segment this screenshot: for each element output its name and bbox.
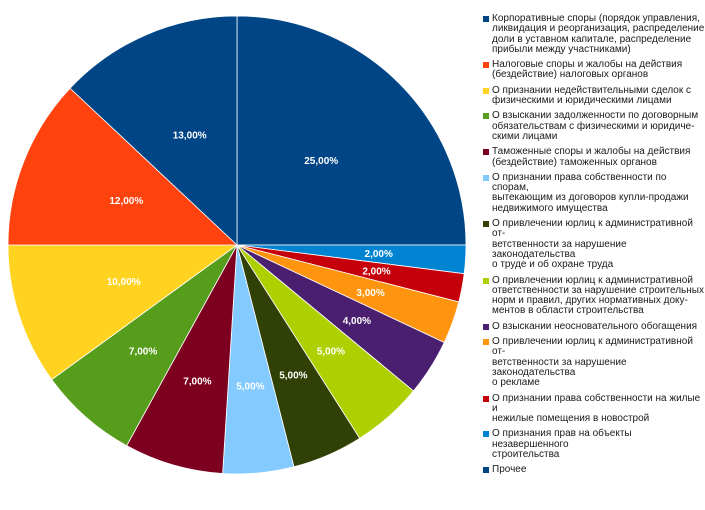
legend-label: Таможенные споры и жалобы на действия (б… — [492, 146, 691, 168]
pie-slice — [7, 87, 239, 246]
legend-label: О привлечении юрлиц к административной о… — [492, 336, 693, 389]
pie-slice — [236, 15, 467, 246]
legend-item: О признании права собственности по спора… — [483, 171, 705, 214]
legend-item: Корпоративные споры (порядок управления,… — [483, 13, 705, 55]
legend-swatch — [483, 87, 489, 94]
legend-swatch — [483, 113, 489, 120]
slice-data-label: 7,00% — [129, 347, 157, 358]
slice-data-label: 10,00% — [107, 277, 141, 288]
legend-item: О взыскании неосновательного обогащения — [483, 320, 705, 332]
legend-item: Налоговые споры и жалобы на действия (бе… — [483, 60, 705, 81]
slice-data-label: 12,00% — [109, 196, 143, 207]
legend-label: О взыскании неосновательного обогащения — [492, 320, 698, 332]
legend-swatch — [483, 467, 489, 474]
pie-slice — [7, 244, 239, 381]
slice-data-label: 3,00% — [356, 288, 384, 299]
legend-swatch — [483, 323, 489, 330]
legend-label: О привлечении юрлиц к административной о… — [492, 218, 693, 271]
chart-legend: Корпоративные споры (порядок управления,… — [483, 13, 705, 481]
legend-swatch — [483, 277, 489, 284]
legend-swatch — [483, 174, 489, 181]
legend-item: О признании права собственности на жилые… — [483, 392, 705, 425]
legend-item: О признании недействительными сделок с ф… — [483, 84, 705, 107]
legend-label: Прочее — [492, 464, 527, 476]
pie-chart: 25,00% 2,00% 2,00% 3,00% 4,00% 5,00% 5,00% 5,00… — [7, 15, 467, 475]
legend-item: Прочее — [483, 464, 705, 476]
legend-item: О взыскании задолженности по договорным … — [483, 111, 705, 142]
legend-label: Налоговые споры и жалобы на действия (бе… — [492, 59, 683, 81]
legend-label: О признании права собственности по спора… — [492, 171, 689, 214]
legend-swatch — [483, 395, 489, 402]
legend-label: О признании права собственности на жилые… — [492, 392, 701, 425]
legend-label: О привлечении юрлиц к административной о… — [492, 274, 704, 317]
legend-swatch — [483, 62, 489, 69]
slice-data-label: 7,00% — [183, 376, 211, 387]
legend-label: О признании недействительными сделок с ф… — [492, 84, 692, 107]
pie-slices — [7, 15, 467, 475]
pie-data-labels: 25,00% 2,00% 2,00% 3,00% 4,00% 5,00% 5,00% 5,00… — [107, 131, 393, 393]
slice-data-label: 2,00% — [365, 249, 393, 260]
legend-swatch — [483, 431, 489, 438]
legend-swatch — [483, 149, 489, 156]
slice-data-label: 5,00% — [236, 381, 264, 392]
legend-item: О привлечении юрлиц к административной о… — [483, 218, 705, 271]
legend-item: О привлечении юрлиц к административной о… — [483, 336, 705, 389]
slice-data-label: 25,00% — [304, 156, 338, 167]
legend-label: О признания прав на объекты незавершенно… — [492, 428, 632, 460]
legend-swatch — [483, 16, 489, 22]
slice-data-label: 5,00% — [317, 347, 345, 358]
slice-data-label: 5,00% — [279, 370, 307, 381]
legend-swatch — [483, 221, 489, 228]
legend-swatch — [483, 339, 489, 346]
pie-slice — [69, 15, 238, 246]
slice-data-label: 4,00% — [343, 316, 371, 327]
legend-label: О взыскании задолженности по договорным … — [492, 110, 699, 142]
slice-data-label: 2,00% — [362, 267, 390, 278]
slice-data-label: 13,00% — [173, 131, 207, 142]
legend-item: О привлечении юрлиц к административной о… — [483, 274, 705, 317]
legend-label: Корпоративные споры (порядок управления,… — [492, 13, 705, 55]
legend-item: О признания прав на объекты незавершенно… — [483, 429, 705, 460]
legend-item: Таможенные споры и жалобы на действия (б… — [483, 147, 705, 168]
